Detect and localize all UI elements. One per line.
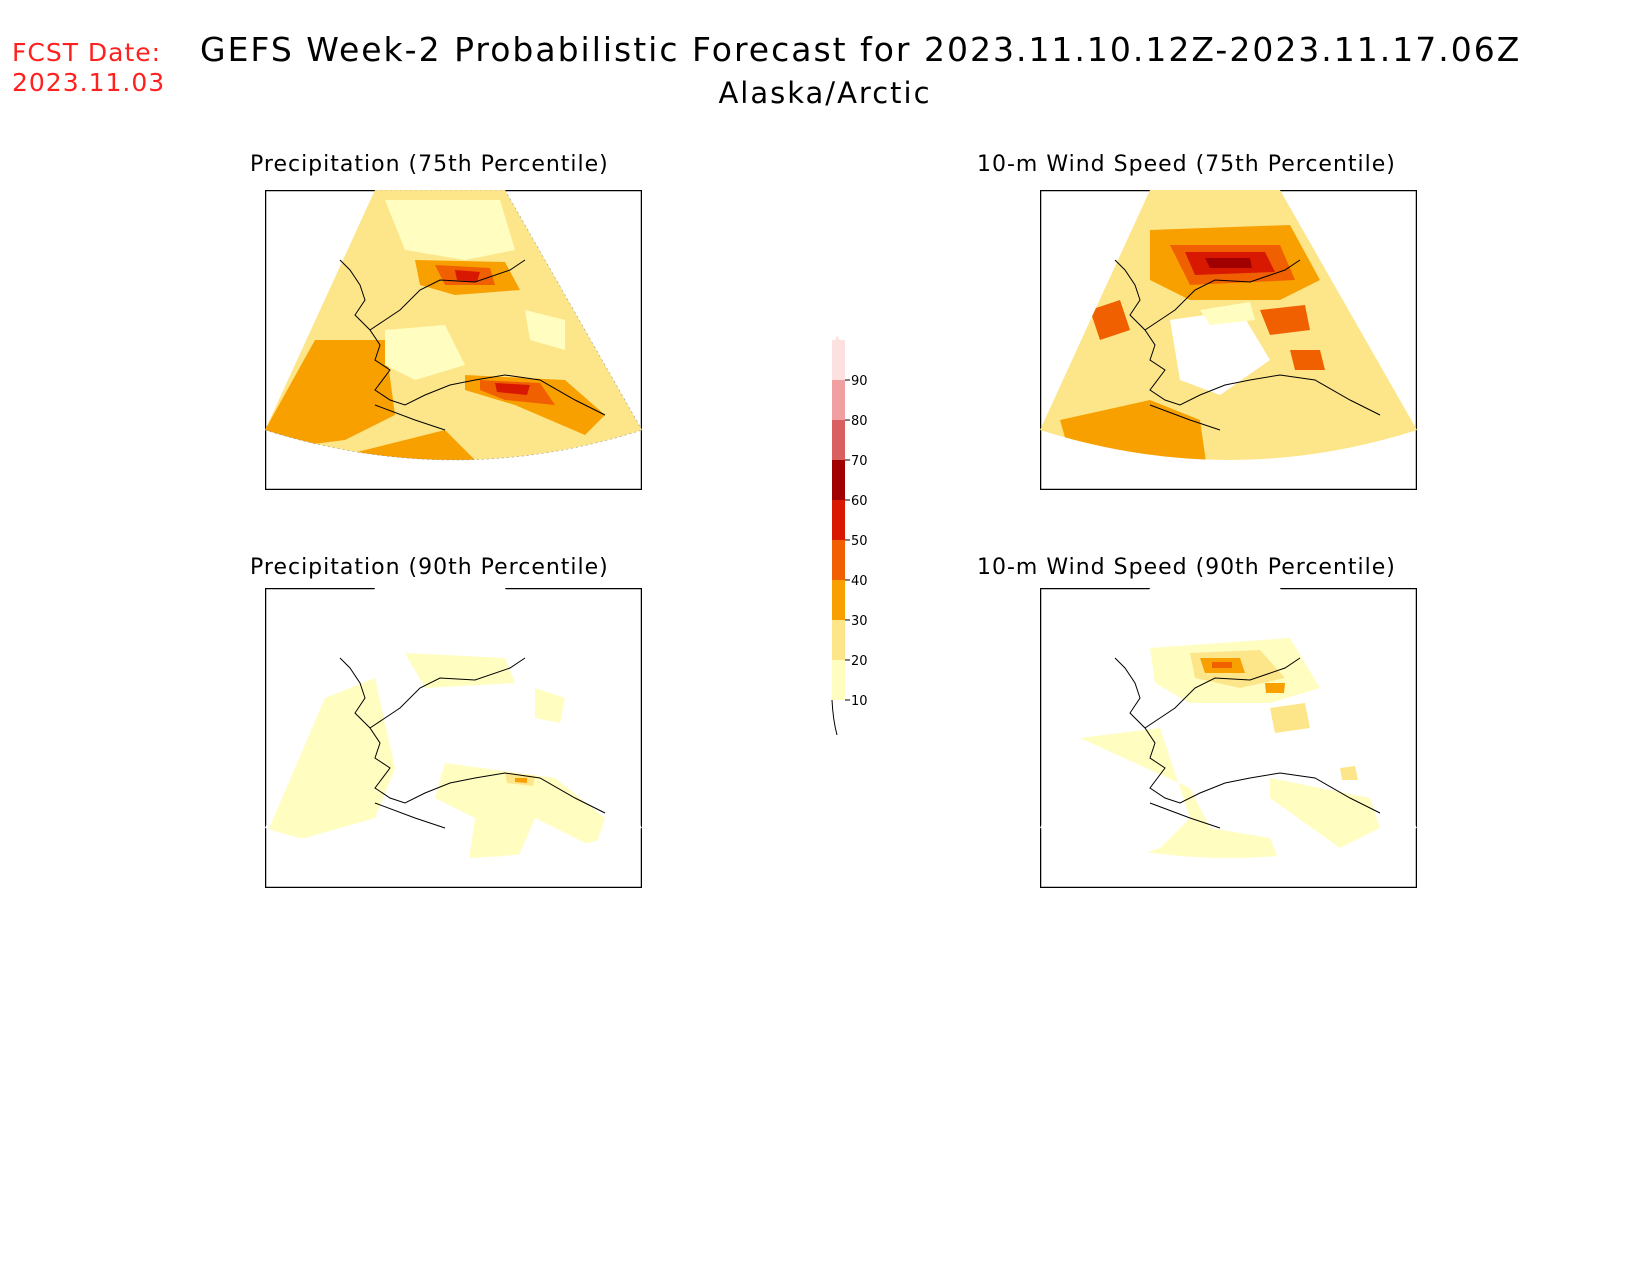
colorbar-swatch — [832, 540, 845, 580]
colorbar-tick-label: 90 — [851, 374, 868, 389]
colorbar-swatch — [832, 420, 845, 460]
coastline — [339, 259, 606, 431]
colorbar-tick-label: 60 — [851, 494, 868, 509]
coastline — [1114, 657, 1381, 829]
forecast-date-block: FCST Date: 2023.11.03 — [12, 38, 165, 98]
panel-title-wind90: 10-m Wind Speed (90th Percentile) — [977, 555, 1396, 580]
colorbar-swatch — [832, 500, 845, 540]
map-precip-75th — [265, 190, 642, 490]
colorbar-tick-label: 10 — [851, 694, 868, 709]
panel-title-wind75: 10-m Wind Speed (75th Percentile) — [977, 152, 1396, 177]
colorbar-tick-label: 50 — [851, 534, 868, 549]
colorbar-swatch — [832, 620, 845, 660]
colorbar-swatch — [832, 580, 845, 620]
colorbar-tick-label: 30 — [851, 614, 868, 629]
colorbar-swatch — [832, 660, 845, 700]
colorbar-labels: 10 20 30 40 50 60 70 80 90 — [845, 374, 868, 709]
colorbar-swatch — [832, 460, 845, 500]
page-title: GEFS Week-2 Probabilistic Forecast for 2… — [200, 30, 1522, 69]
forecast-date-label: FCST Date: — [12, 38, 162, 67]
map-wind-75th — [1040, 190, 1417, 490]
colorbar-tick-label: 80 — [851, 414, 868, 429]
coastline — [1114, 259, 1381, 431]
colorbar-swatch — [832, 380, 845, 420]
colorbar-tick-label: 20 — [851, 654, 868, 669]
coastline — [339, 657, 606, 829]
colorbar-swatches — [832, 340, 845, 700]
map-wind-90th — [1040, 588, 1417, 888]
map-precip-90th — [265, 588, 642, 888]
colorbar-tick-label: 70 — [851, 454, 868, 469]
colorbar-tick-label: 40 — [851, 574, 868, 589]
region-subtitle: Alaska/Arctic — [718, 76, 932, 110]
colorbar: 10 20 30 40 50 60 70 80 90 — [831, 335, 868, 735]
forecast-date-value: 2023.11.03 — [12, 68, 166, 97]
colorbar-swatch — [832, 340, 845, 380]
panel-title-precip90: Precipitation (90th Percentile) — [250, 555, 609, 580]
panel-title-precip75: Precipitation (75th Percentile) — [250, 152, 609, 177]
